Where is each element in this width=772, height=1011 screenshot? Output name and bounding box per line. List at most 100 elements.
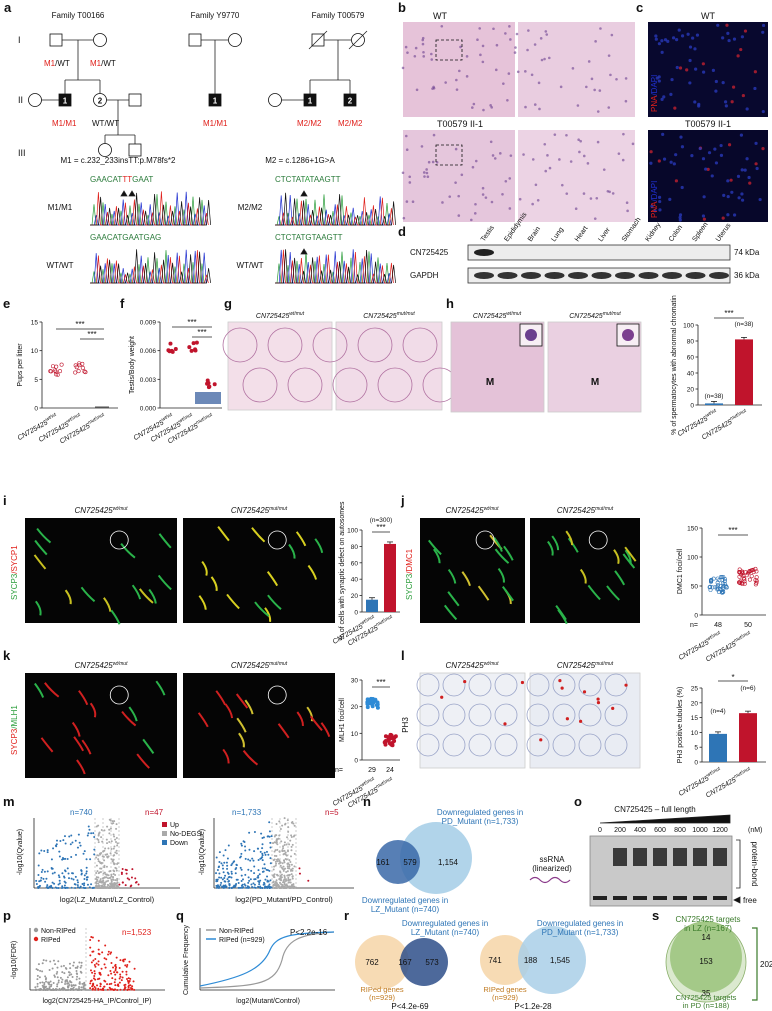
pedigree-female [93,33,107,47]
tissue-texture [515,32,519,36]
volcano-point [113,981,116,984]
volcano-point [111,878,114,881]
chromosome-texture [277,723,290,739]
data-dot [54,372,59,377]
image-panel [648,130,768,222]
ph3-marker [558,678,562,683]
label: M1/M1 [52,119,77,128]
volcano-point [89,987,92,990]
data-dot [53,369,58,374]
chromosome-texture [36,527,52,544]
fluorescence-texture [660,97,664,101]
volcano-point [289,861,292,864]
volcano-point [260,832,263,835]
tissue-texture [560,183,564,187]
volcano-point [103,859,106,862]
volcano-point [268,821,271,824]
volcano-point [222,854,225,857]
volcano-point [242,840,245,843]
volcano-point [284,823,287,826]
data-dot [720,590,725,595]
volcano-point [58,876,61,879]
volcano-point [252,882,255,885]
volcano-point [116,862,119,865]
chromosome-texture [235,693,249,709]
volcano-point [287,826,290,829]
label: log2(Mutant/Control) [236,998,300,1005]
volcano-point [55,886,58,889]
volcano-point [107,847,110,850]
tubule-texture [552,703,576,727]
volcano-point [253,878,256,881]
label: Cumulative Frequency [183,924,190,995]
ph3-marker [503,722,507,726]
genotype: wt/mut [289,311,304,317]
volcano-point [63,972,66,975]
label: protein-bond [750,842,759,887]
volcano-point [114,873,117,876]
volcano-point [71,872,74,875]
volcano-point [286,862,289,865]
legend-swatch [162,831,167,836]
volcano-point [283,876,286,879]
tissue-texture [631,142,635,146]
tissue-texture [479,53,482,57]
volcano-point [247,876,250,879]
chromosome-texture [493,536,503,552]
zoom-box [435,144,463,166]
label: (n=6) [740,685,755,692]
volcano-point [77,833,80,836]
label: *** [728,526,737,535]
volcano-point [248,879,251,882]
tubule-texture [377,367,413,403]
label-part: M1 [90,59,102,68]
volcano-point [74,988,77,991]
tissue-texture [514,46,517,49]
volcano-point [87,832,90,835]
genotype: wt/mut [66,412,82,425]
volcano-point [58,879,61,882]
volcano-point [215,878,218,881]
volcano-point [100,967,103,970]
chromatogram [275,192,396,226]
volcano-point [107,855,110,858]
volcano-point [87,825,90,828]
fluorescence-texture [649,161,653,165]
tissue-texture [582,192,586,195]
volcano-point [60,887,63,889]
data-dot [718,584,723,589]
label-part: GAACATGAATGAG [90,233,161,242]
volcano-point [37,873,40,876]
volcano-point [80,872,83,875]
y-tick-label: 15 [31,320,39,327]
panel-letter: b [398,0,406,15]
volcano-point [62,964,65,967]
fluorescence-texture [727,38,731,43]
volcano-point [75,969,78,972]
legend-label: RIPed (n=929) [219,937,265,944]
chromosome-texture [210,576,218,592]
volcano-point [37,864,40,867]
fluorescence-texture [695,33,700,37]
volcano-point [114,984,117,987]
tissue-texture [402,216,406,220]
volcano-point [102,879,105,882]
volcano-point [75,972,78,975]
chromosome-texture [557,609,568,625]
label: Family T00166 [52,11,105,20]
fluorescence-texture [740,192,744,196]
label: ssRNA [540,855,566,864]
volcano-point [45,977,48,980]
panel-letter: s [652,908,659,923]
volcano-point [89,969,92,972]
label: 1000 [692,827,708,834]
volcano-point [276,873,279,876]
volcano-point [64,842,67,845]
volcano-point [56,983,59,986]
volcano-point [289,839,292,842]
tissue-texture [401,66,405,70]
tissue-texture [531,202,534,206]
volcano-point [94,957,97,960]
chromosome-texture [503,545,514,561]
volcano-point [279,871,282,874]
